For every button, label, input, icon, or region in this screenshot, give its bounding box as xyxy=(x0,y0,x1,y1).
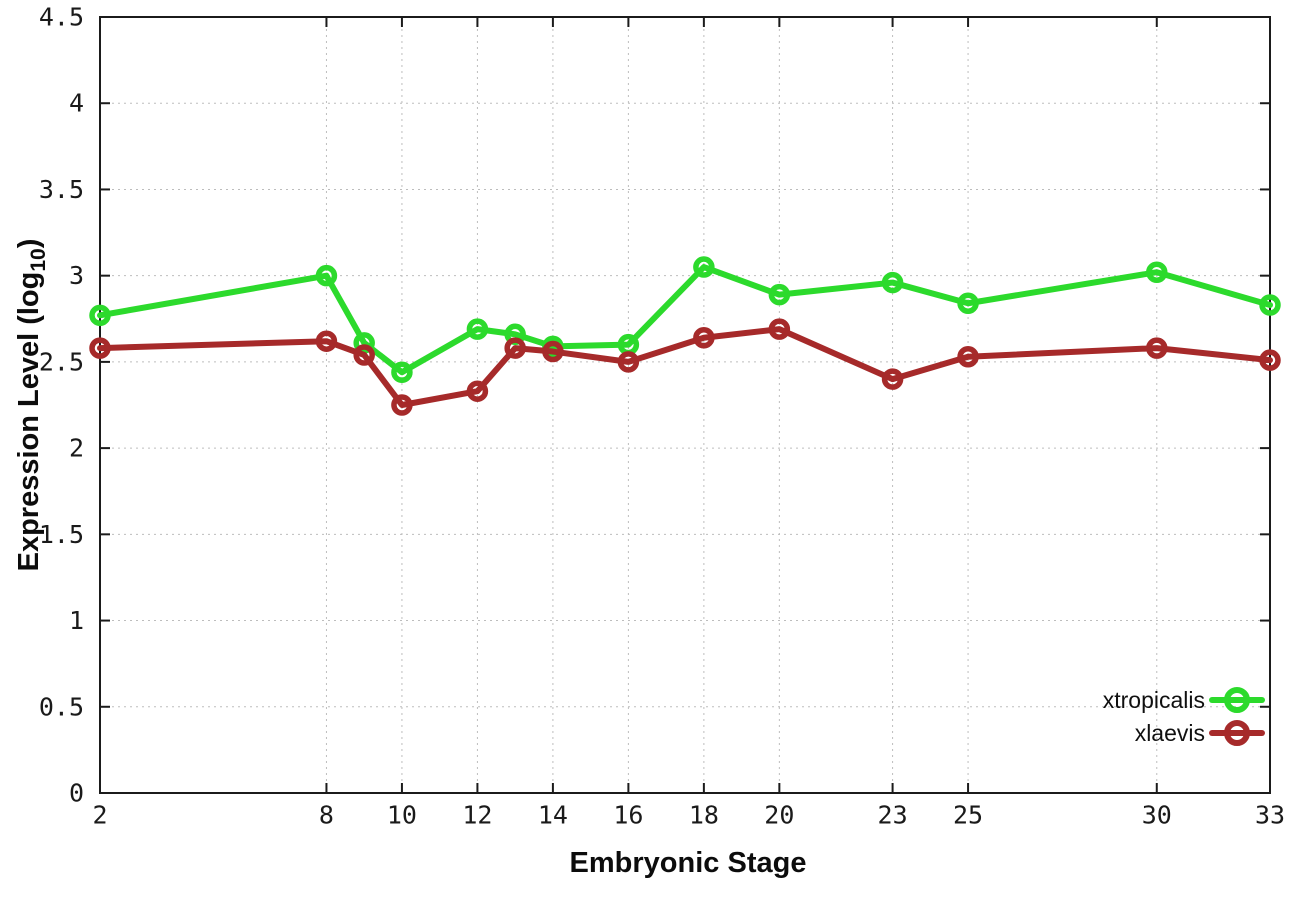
legend-marker-xlaevis xyxy=(1224,720,1250,746)
legend-marker-xtropicalis xyxy=(1224,687,1250,713)
plot-area: 2 8 10 12 14 16 18 20 23 25 30 33 0 0.5 1 1.5 2 2.5 3 3.5 4 4… xyxy=(39,3,1285,830)
marker-xlaevis-25 xyxy=(957,345,979,368)
y-tick-label-1: 1 xyxy=(69,606,84,635)
x-tick-label-20: 20 xyxy=(764,800,794,829)
legend-item-xtropicalis: xtropicalis xyxy=(1103,687,1265,713)
y-tick-label-0.5: 0.5 xyxy=(39,692,84,721)
marker-xlaevis-16 xyxy=(617,351,640,373)
marker-xtropicalis-8 xyxy=(315,264,338,287)
marker-xlaevis-33 xyxy=(1259,349,1281,371)
marker-xtropicalis-33 xyxy=(1259,294,1281,316)
marker-xlaevis-10 xyxy=(391,394,413,416)
y-tick-label-1.5: 1.5 xyxy=(39,520,84,549)
marker-xlaevis-2 xyxy=(89,337,111,359)
legend: xtropicalis xlaevis xyxy=(1103,687,1265,746)
marker-xtropicalis-10 xyxy=(391,361,413,383)
marker-xlaevis-18 xyxy=(693,326,715,349)
y-tick-label-3: 3 xyxy=(69,261,84,290)
marker-xtropicalis-18 xyxy=(693,256,715,278)
marker-xlaevis-23 xyxy=(881,368,904,390)
marker-xtropicalis-12 xyxy=(466,318,489,340)
marker-xlaevis-12 xyxy=(466,380,489,402)
marker-xlaevis-9 xyxy=(353,344,375,366)
y-tick-label-3.5: 3.5 xyxy=(39,175,84,204)
marker-xlaevis-30 xyxy=(1146,337,1168,359)
y-tick-label-4: 4 xyxy=(69,89,84,118)
marker-xtropicalis-30 xyxy=(1146,261,1168,283)
y-tick-label-0: 0 xyxy=(69,779,84,808)
x-tick-label-2: 2 xyxy=(92,800,107,829)
x-tick-label-30: 30 xyxy=(1142,800,1172,829)
marker-xlaevis-8 xyxy=(315,330,338,352)
y-tick-label-2.5: 2.5 xyxy=(39,347,84,376)
marker-xtropicalis-2 xyxy=(89,304,111,327)
x-tick-label-12: 12 xyxy=(462,800,492,829)
x-tick-label-23: 23 xyxy=(878,800,908,829)
y-tick-label-4.5: 4.5 xyxy=(39,3,84,32)
marker-xtropicalis-20 xyxy=(768,283,791,306)
marker-xtropicalis-23 xyxy=(881,271,904,294)
legend-label-xtropicalis: xtropicalis xyxy=(1103,687,1205,713)
marker-xlaevis-14 xyxy=(542,340,564,363)
x-tick-label-10: 10 xyxy=(387,800,417,829)
series-line-xlaevis xyxy=(97,326,1273,408)
x-tick-label-18: 18 xyxy=(689,800,719,829)
plot-border xyxy=(99,16,1271,794)
legend-item-xlaevis: xlaevis xyxy=(1135,720,1265,746)
y-axis-title: Expression Level (log10) xyxy=(13,239,50,572)
series-line-xtropicalis xyxy=(97,264,1273,376)
x-axis-title: Embryonic Stage xyxy=(570,847,807,879)
marker-xtropicalis-25 xyxy=(957,292,979,315)
marker-xtropicalis-9 xyxy=(353,332,375,354)
x-tick-label-25: 25 xyxy=(953,800,983,829)
marker-xlaevis-13 xyxy=(504,337,526,359)
x-tick-label-8: 8 xyxy=(319,800,334,829)
legend-label-xlaevis: xlaevis xyxy=(1135,720,1205,746)
x-tick-label-14: 14 xyxy=(538,800,568,829)
x-tick-label-16: 16 xyxy=(613,800,643,829)
marker-xlaevis-20 xyxy=(768,318,791,340)
x-tick-label-33: 33 xyxy=(1255,800,1285,829)
y-tick-label-2: 2 xyxy=(69,434,84,463)
